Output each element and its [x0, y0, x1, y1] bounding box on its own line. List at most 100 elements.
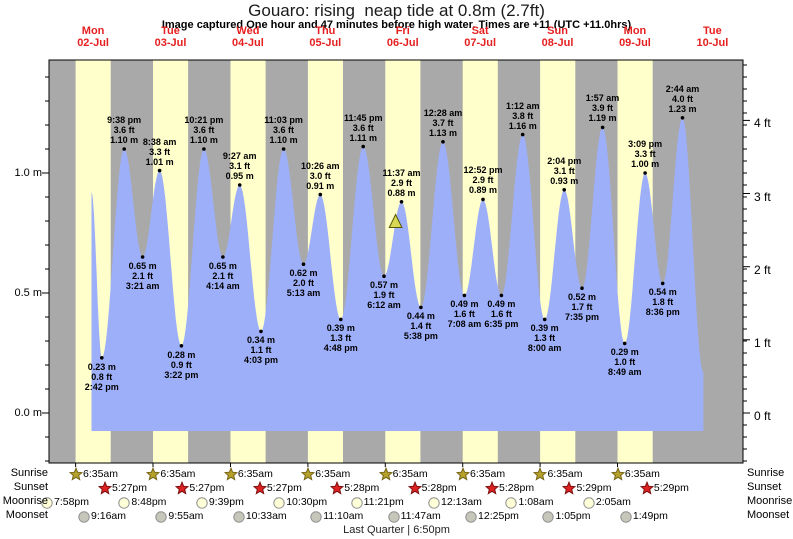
high-tide-annotation: 12:28 am 3.7 ft 1.13 m	[423, 107, 463, 138]
day-name: Mon	[81, 25, 105, 37]
low-tide-annotation: 0.44 m 1.4 ft 5:38 pm	[403, 311, 438, 342]
low-tide-annotation: 0.28 m 0.9 ft 3:22 pm	[164, 349, 199, 380]
tide-extreme-dot	[339, 317, 343, 322]
sunrise-icon	[146, 466, 161, 486]
moonrise-time: 11:21pm	[363, 496, 404, 508]
moonset-icon	[464, 510, 478, 529]
moonset-time: 9:55am	[168, 510, 204, 522]
tide-extreme-dot	[643, 171, 647, 175]
moonrise-icon	[427, 496, 441, 515]
tide-extreme-dot	[462, 293, 467, 298]
sunrise-icon	[610, 466, 626, 486]
sunrise-time: 6:35am	[392, 467, 428, 480]
day-label: Mon 02-Jul	[58, 25, 128, 49]
tide-extreme-dot	[419, 305, 423, 310]
left-axis-tick-label: 0.0 m	[14, 407, 42, 419]
moonrise-time: 8:48pm	[131, 496, 167, 508]
sunset-time: 5:27pm	[112, 481, 148, 494]
astro-row-label-moonset-left: Moonset	[5, 509, 48, 521]
sunrise-icon	[68, 466, 84, 486]
day-name: Sun	[547, 25, 568, 37]
moonrise-time: 2:05am	[595, 496, 631, 508]
moonrise-icon	[117, 496, 131, 515]
high-tide-annotation: 3:09 pm 3.3 ft 1.00 m	[628, 139, 663, 169]
sunrise-time: 6:35am	[547, 467, 583, 480]
left-axis-tick-label: 1.0 m	[14, 167, 42, 179]
day-label: Mon 09-Jul	[600, 25, 670, 49]
moonset-icon	[232, 510, 246, 529]
right-axis-tick-label: 2 ft	[754, 262, 771, 277]
tide-extreme-dot	[361, 144, 366, 149]
astro-row-label-sunset-right: Sunset	[747, 481, 782, 493]
day-label: Wed 04-Jul	[213, 25, 283, 49]
low-tide-annotation: 0.62 m 2.0 ft 5:13 am	[286, 268, 321, 299]
day-date: 05-Jul	[309, 36, 342, 49]
moonset-time: 12:25pm	[478, 510, 519, 522]
sunset-time: 5:28pm	[499, 481, 535, 494]
tide-extreme-dot	[281, 147, 286, 151]
tide-extreme-dot	[259, 329, 263, 334]
tide-extreme-dot	[179, 344, 184, 348]
moonrise-icon	[272, 496, 286, 515]
tide-extreme-dot	[680, 116, 685, 120]
high-tide-annotation: 9:38 pm 3.6 ft 1.10 m	[107, 115, 142, 145]
high-tide-annotation: 12:52 pm 2.9 ft 0.89 m	[463, 165, 503, 196]
astro-row-label-sunrise-right: Sunrise	[747, 467, 785, 479]
moonset-icon	[309, 510, 323, 529]
high-tide-annotation: 11:03 pm 3.6 ft 1.10 m	[264, 115, 303, 145]
moonset-icon	[387, 510, 401, 529]
sunset-icon	[407, 480, 422, 500]
tide-extreme-dot	[660, 281, 665, 286]
day-date: 08-Jul	[541, 36, 574, 49]
sunset-time: 5:27pm	[189, 481, 225, 494]
high-tide-annotation: 2:04 pm 3.1 ft 0.93 m	[547, 155, 582, 186]
moonrise-time: 12:13am	[441, 496, 482, 508]
moonrise-icon	[504, 496, 518, 515]
low-tide-annotation: 0.65 m 2.1 ft 3:21 am	[125, 261, 160, 291]
high-tide-annotation: 9:27 am 3.1 ft 0.95 m	[222, 151, 257, 181]
moonset-time: 11:10am	[323, 510, 364, 522]
high-tide-annotation: 8:38 am 3.3 ft 1.01 m	[142, 136, 177, 167]
day-name: Mon	[623, 25, 647, 37]
tide-extreme-dot	[600, 125, 605, 130]
sunset-time: 5:28pm	[344, 481, 380, 494]
sunset-icon	[639, 480, 655, 500]
moonrise-time: 7:58pm	[54, 496, 90, 508]
low-tide-annotation: 0.49 m 1.6 ft 7:08 am	[447, 299, 482, 330]
tide-extreme-dot	[221, 255, 225, 259]
sunrise-icon	[223, 466, 239, 486]
moonset-time: 1:49pm	[632, 510, 668, 522]
left-axis-tick-label: 0.5 m	[14, 287, 42, 299]
day-name: Thu	[315, 25, 336, 37]
right-axis-tick-label: 0 ft	[754, 409, 771, 423]
tide-extreme-dot	[157, 168, 162, 173]
day-date: 02-Jul	[77, 36, 109, 49]
low-tide-annotation: 0.39 m 1.3 ft 4:48 pm	[323, 323, 358, 354]
astro-row-label-moonrise-right: Moonrise	[747, 495, 793, 507]
tide-extreme-dot	[202, 147, 206, 151]
day-label: Sun 08-Jul	[523, 25, 593, 49]
sunset-time: 5:29pm	[653, 481, 689, 494]
high-tide-annotation: 1:57 am 3.9 ft 1.19 m	[585, 93, 620, 124]
tide-extreme-dot	[580, 286, 584, 291]
moonset-icon	[541, 510, 555, 529]
sunrise-time: 6:35am	[237, 467, 273, 480]
moonrise-icon	[195, 496, 209, 515]
low-tide-annotation: 0.23 m 0.8 ft 2:42 pm	[84, 361, 119, 392]
sunrise-time: 6:35am	[83, 467, 119, 480]
tide-curve-area	[91, 117, 704, 432]
day-label: Thu 05-Jul	[290, 25, 360, 49]
chart-title: Gouaro: rising neap tide at 0.8m (2.7ft)	[248, 1, 545, 20]
sunrise-time: 6:35am	[470, 467, 506, 480]
moonrise-icon	[40, 496, 54, 515]
low-tide-annotation: 0.49 m 1.6 ft 6:35 pm	[484, 299, 519, 330]
sunset-icon	[252, 480, 268, 500]
sunset-time: 5:28pm	[421, 481, 457, 494]
tide-extreme-dot	[441, 140, 445, 144]
day-label: Tue 03-Jul	[136, 25, 206, 49]
moonset-icon	[154, 510, 168, 529]
low-tide-annotation: 0.39 m 1.3 ft 8:00 am	[527, 323, 562, 354]
right-axis-tick-label: 4 ft	[754, 116, 771, 131]
low-tide-annotation: 0.34 m 1.1 ft 4:03 pm	[243, 335, 278, 366]
